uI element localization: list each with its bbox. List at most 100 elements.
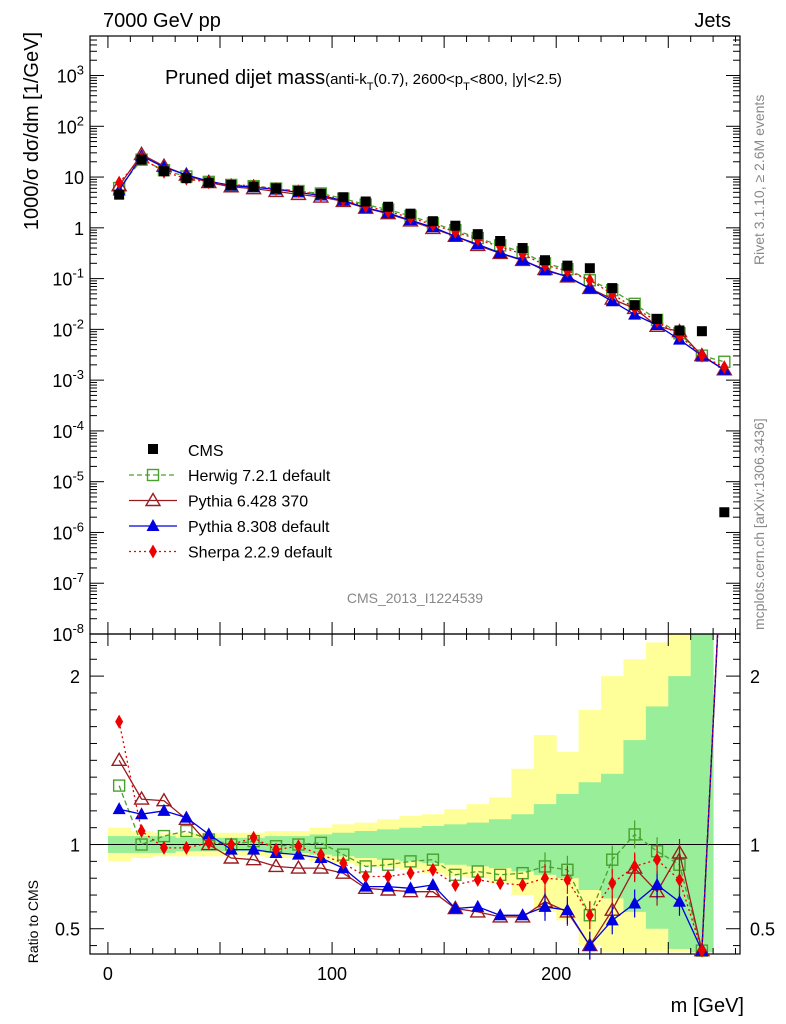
series-point-ratio — [585, 908, 594, 923]
cms-data-point — [719, 507, 730, 518]
series-point-ratio — [202, 827, 216, 840]
axis-ticks — [90, 35, 740, 954]
series-point-ratio — [628, 896, 642, 909]
cms-data-point — [495, 236, 506, 247]
subtitle-part: (anti-k — [325, 71, 367, 88]
x-axis-label: m [GeV] — [671, 995, 744, 1017]
ratio-tick-label-right: 2 — [750, 667, 760, 687]
series-point-ratio — [426, 877, 440, 890]
cms-data-point — [136, 154, 147, 165]
legend-marker — [144, 492, 162, 507]
series-point-ratio — [384, 869, 393, 884]
exponent: -3 — [72, 367, 84, 382]
cms-data-point — [226, 179, 237, 190]
cms-data-point — [248, 181, 259, 192]
cms-data-point — [517, 243, 528, 254]
rivet-version-label: Rivet 3.1.10, ≥ 2.6M events — [751, 95, 767, 265]
series-point-ratio — [204, 835, 213, 850]
cms-data-point — [472, 229, 483, 240]
series-point-ratio — [159, 840, 168, 855]
series-point-ratio — [583, 938, 597, 951]
header-jets-label: Jets — [694, 10, 731, 32]
legend-marker-cms — [148, 444, 158, 454]
cms-data-point — [540, 255, 550, 266]
series-point-ratio — [560, 903, 574, 916]
series-point-ratio — [496, 876, 505, 891]
band-inner-bin — [601, 773, 624, 899]
series-point-ratio — [157, 803, 171, 816]
exponent: -8 — [72, 621, 84, 636]
subtitle-part: (0.7), 2600<p — [374, 71, 464, 88]
legend-label-cms: CMS — [188, 443, 224, 460]
cms-data-point — [427, 216, 438, 227]
series-point-ratio — [272, 842, 281, 857]
series-point-ratio — [518, 877, 527, 892]
series-point-main — [585, 273, 594, 288]
series-point-ratio — [541, 871, 549, 886]
series-line-ratio — [118, 633, 719, 951]
series-point-ratio — [133, 790, 150, 805]
legend-marker — [149, 544, 157, 559]
series-point-ratio — [381, 879, 395, 892]
legend-entry: Pythia 8.308 default — [129, 519, 330, 536]
legend-label: Pythia 8.308 default — [188, 519, 330, 536]
tick-labels: 0 100 20010-810-710-610-510-410-310-210-11… — [52, 63, 775, 984]
cms-data-point — [271, 183, 282, 194]
series-point-ratio — [312, 859, 330, 874]
y-tick-label: 1 — [74, 219, 84, 239]
series-point-ratio — [137, 824, 146, 839]
x-tick-label: 200 — [541, 964, 571, 984]
subscript-t: T — [463, 81, 470, 93]
series-point-main — [583, 281, 597, 294]
series-point-ratio — [182, 840, 191, 855]
cms-data-point — [203, 177, 214, 188]
plot-title-sub: (anti-kT(0.7), 2600<pT<800, |y|<2.5) — [325, 71, 562, 93]
legend-label: Pythia 6.428 370 — [188, 494, 308, 511]
series-point-ratio — [608, 876, 617, 891]
series-line-main — [118, 157, 725, 368]
series-point-ratio — [650, 877, 664, 890]
band-inner-bin — [511, 814, 535, 872]
series-point-ratio — [112, 802, 126, 815]
exponent: -5 — [72, 469, 84, 484]
y-axis-label: 1000/σ dσ/dm [1/GeV] — [21, 32, 43, 230]
legend-marker — [146, 519, 160, 531]
mcplots-source-label: mcplots.cern.ch [arXiv:1306.3436] — [751, 418, 767, 630]
band-inner-bin — [556, 794, 580, 879]
x-tick-label: 100 — [317, 964, 347, 984]
band-inner-bin — [645, 706, 669, 929]
y-tick-label: 103 — [57, 63, 84, 87]
series-point-ratio — [227, 837, 236, 852]
series-point-ratio — [563, 872, 572, 887]
series-point-ratio — [653, 852, 662, 867]
series-point-ratio — [606, 853, 619, 866]
y-tick-label: 10-6 — [52, 519, 84, 543]
ratio-tick-label-right: 1 — [750, 836, 760, 856]
cms-data-point — [562, 260, 573, 271]
plot-title-main: Pruned dijet mass(anti-kT(0.7), 2600<pT<… — [165, 67, 562, 93]
legend-entry-cms: CMS — [148, 443, 224, 460]
y-tick-label: 10-7 — [52, 570, 84, 594]
series-point-ratio — [180, 824, 193, 838]
ratio-tick-label: 1 — [70, 836, 80, 856]
series-point-main — [697, 348, 706, 363]
series-point-ratio — [115, 714, 124, 729]
legend-label: Herwig 7.2.1 default — [188, 468, 331, 485]
series-point-ratio — [471, 899, 485, 912]
series-point-ratio — [135, 838, 148, 851]
series-point-ratio — [247, 842, 261, 855]
series-point-ratio — [267, 858, 285, 873]
series-point-ratio — [538, 899, 552, 912]
y-tick-label: 10-3 — [52, 367, 84, 391]
series-point-ratio — [697, 943, 706, 958]
ratio-tick-label: 2 — [70, 667, 80, 687]
series-point-ratio — [316, 847, 325, 862]
series-point-main — [491, 245, 509, 260]
series-point-ratio — [112, 779, 126, 792]
y-tick-label: 10-5 — [52, 469, 84, 493]
series-point-ratio — [628, 828, 641, 841]
series-point-ratio — [339, 856, 348, 871]
exponent: 3 — [77, 63, 84, 78]
cms-data-point — [674, 325, 685, 336]
series-point-ratio — [675, 872, 684, 887]
